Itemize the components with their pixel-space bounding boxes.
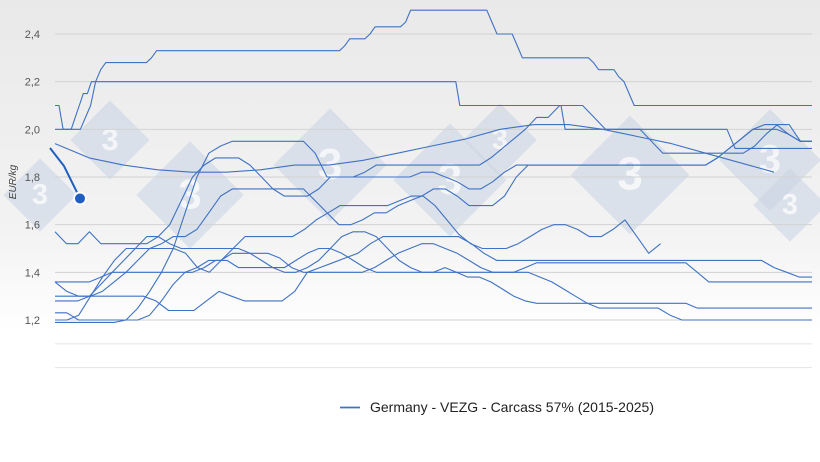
svg-text:3: 3 xyxy=(759,138,781,182)
y-tick-label: 2,2 xyxy=(25,77,40,89)
svg-text:3: 3 xyxy=(438,155,462,204)
current-year-line xyxy=(49,147,81,199)
legend[interactable]: Germany - VEZG - Carcass 57% (2015-2025) xyxy=(340,399,654,415)
watermark-mark: 3 xyxy=(463,103,537,177)
y-tick-label: 1,2 xyxy=(25,315,40,327)
series-line xyxy=(54,124,775,173)
series-line xyxy=(55,128,812,323)
series-line xyxy=(54,104,812,245)
y-tick-label: 1,4 xyxy=(25,267,40,279)
svg-text:3: 3 xyxy=(782,189,798,221)
series-line xyxy=(55,247,812,283)
y-tick-label: 2,0 xyxy=(25,124,40,136)
series-line xyxy=(55,81,812,149)
y-tick-label: 1,6 xyxy=(25,220,40,232)
y-axis-label: EUR/kg xyxy=(8,164,19,199)
svg-text:3: 3 xyxy=(617,148,643,200)
series-line xyxy=(55,195,661,321)
svg-text:3: 3 xyxy=(32,179,48,211)
current-value-marker[interactable] xyxy=(73,191,87,206)
series-line xyxy=(55,243,812,321)
y-tick-label: 1,8 xyxy=(25,172,40,184)
legend-label: Germany - VEZG - Carcass 57% (2015-2025) xyxy=(370,399,654,415)
series-lines xyxy=(54,9,812,323)
current-value-marker-group xyxy=(49,147,87,206)
svg-text:3: 3 xyxy=(101,122,118,157)
watermark-mark: 3 xyxy=(753,168,820,242)
series-line xyxy=(55,9,812,130)
y-tick-label: 2,4 xyxy=(25,29,40,41)
series-line xyxy=(55,236,812,312)
svg-text:3: 3 xyxy=(492,124,508,156)
y-axis-ticks: 1,2 1,4 1,6 1,8 2,0 2,2 2,4 xyxy=(25,29,40,327)
